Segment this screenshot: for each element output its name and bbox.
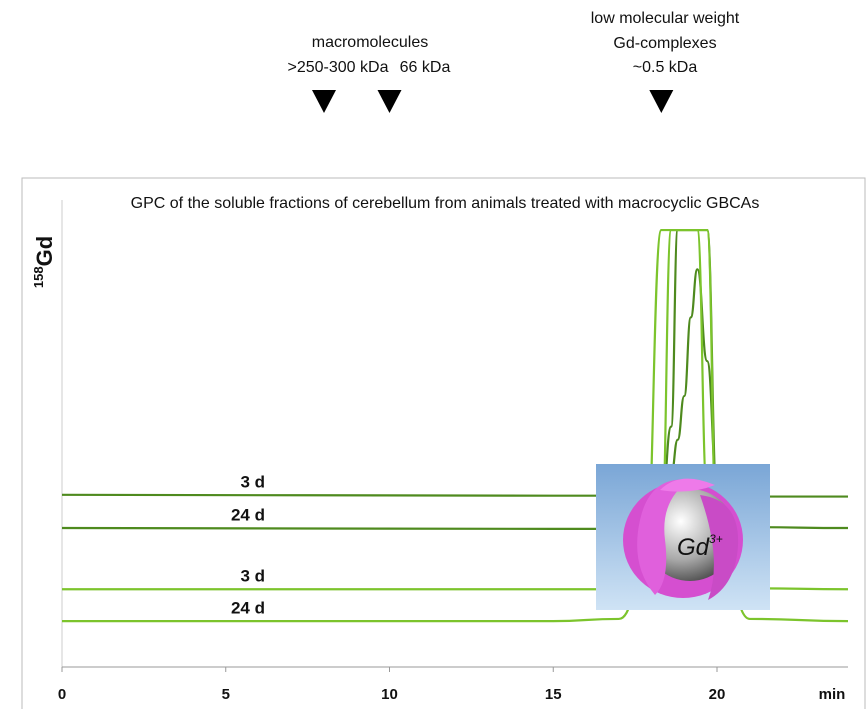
annotation: >250-300 kDa (288, 59, 389, 76)
x-tick-label: 0 (58, 686, 66, 703)
inset-label-main: Gd (677, 534, 710, 561)
chart-title: GPC of the soluble fractions of cerebell… (131, 195, 760, 212)
annotation: low molecular weight (591, 10, 740, 27)
y-label: Gd (32, 236, 57, 267)
series-line (62, 269, 848, 496)
marker-arrow (378, 90, 402, 113)
annotation: 66 kDa (400, 59, 451, 76)
marker-arrow (312, 90, 336, 113)
chart: macromolecules >250-300 kDa 66 kDa low m… (0, 0, 867, 709)
series-label: 24 d (231, 506, 265, 525)
x-tick-label: 20 (709, 686, 726, 703)
x-tick-label: 10 (381, 686, 398, 703)
x-tick-label: 15 (545, 686, 562, 703)
inset-label-superscript: 3+ (709, 532, 723, 546)
series-label: 24 d (231, 599, 265, 618)
x-tick-label: 5 (222, 686, 230, 703)
annotation: Gd-complexes (613, 35, 716, 52)
inset-image: Gd3+ (596, 464, 770, 610)
x-axis-label: min (819, 686, 846, 703)
series-label: 3 d (240, 567, 265, 586)
frame (22, 178, 865, 709)
marker-arrow (649, 90, 673, 113)
annotation: ~0.5 kDa (633, 59, 698, 76)
y-label-superscript: 158 (31, 266, 46, 288)
page: {"chart_data": { "type": "line", "title"… (0, 0, 867, 709)
y-axis-label: 158Gd (31, 236, 56, 288)
annotation: macromolecules (312, 34, 428, 51)
series-label: 3 d (240, 472, 265, 491)
